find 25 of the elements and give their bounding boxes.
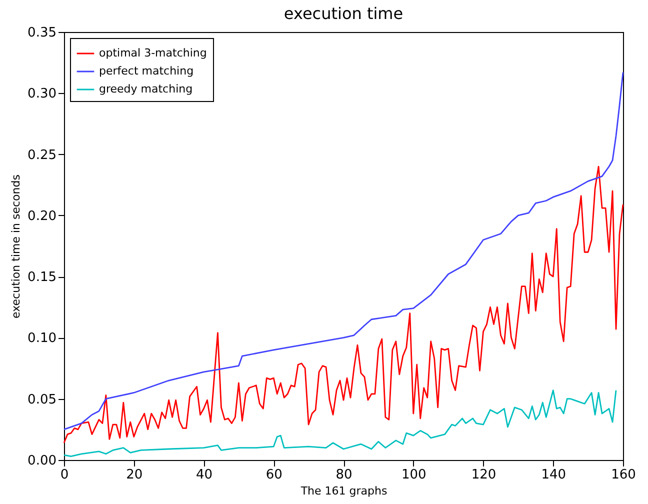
- y-tick-label: 0.10: [28, 331, 56, 346]
- y-tick-label: 0.35: [28, 26, 56, 40]
- x-tick-label: 80: [336, 468, 352, 482]
- y-tick-label: 0.00: [28, 454, 56, 468]
- x-tick-label: 160: [611, 468, 636, 482]
- x-tick-label: 60: [266, 468, 282, 482]
- y-tick-label: 0.30: [28, 86, 56, 102]
- x-tick-label: 120: [471, 468, 496, 482]
- x-tick-label: 0: [60, 468, 69, 482]
- x-axis-title: The 161 graphs: [300, 484, 388, 498]
- y-axis-title: execution time in seconds: [10, 174, 23, 318]
- line-series: [63, 166, 624, 444]
- y-tick-label: 0.20: [28, 208, 56, 224]
- line-series: [63, 390, 617, 458]
- y-tick-label: 0.05: [28, 392, 56, 408]
- chart-title: execution time: [284, 4, 404, 23]
- y-tick-label: 0.15: [28, 270, 56, 286]
- legend-label: greedy matching: [99, 82, 193, 96]
- x-tick-label: 20: [126, 468, 143, 482]
- legend-label: perfect matching: [99, 64, 194, 78]
- x-tick-label: 140: [541, 468, 566, 482]
- legend-label: optimal 3-matching: [99, 46, 207, 60]
- x-tick-label: 100: [401, 468, 426, 482]
- x-tick-label: 40: [196, 468, 213, 482]
- y-tick-label: 0.25: [28, 148, 56, 163]
